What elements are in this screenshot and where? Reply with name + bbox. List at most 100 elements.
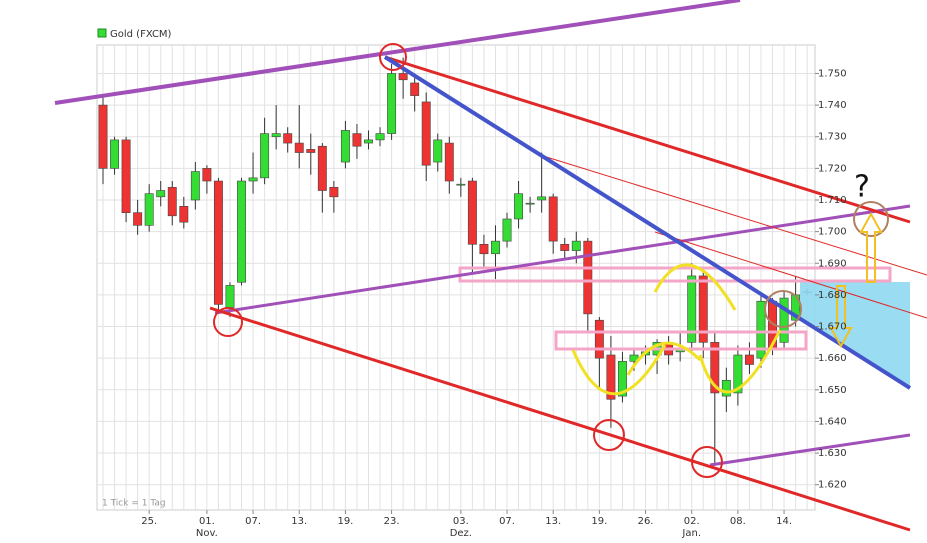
candle-body: [491, 240, 500, 255]
candle-body: [410, 82, 420, 96]
candle-body: [514, 193, 524, 220]
x-tick-label: 13.: [545, 516, 561, 527]
x-tick-label: 08.: [730, 516, 746, 527]
candle-body: [444, 142, 454, 182]
candle-body: [144, 193, 154, 226]
candle-body: [190, 171, 200, 201]
candle-body: [560, 243, 570, 251]
trend-line: [539, 154, 927, 276]
x-tick-label: 02.: [684, 516, 700, 527]
marker-circle: [853, 201, 889, 237]
y-tick-label: 1.630: [818, 448, 847, 459]
pattern-arc: [653, 263, 737, 311]
candle-body: [606, 354, 616, 400]
candle-body: [698, 275, 708, 343]
trend-line: [214, 204, 911, 315]
x-tick-label: 03.: [453, 516, 469, 527]
x-sublabel: Dez.: [450, 528, 472, 539]
candle-body: [398, 73, 408, 81]
candle-body: [352, 133, 362, 147]
drawings: ?: [54, 0, 927, 532]
arrow-down: [829, 285, 853, 349]
candle-body: [110, 139, 119, 169]
x-tick-label: 23.: [384, 516, 400, 527]
marker-circle: [213, 307, 243, 337]
candle-body: [329, 187, 339, 198]
x-tick-label: 19.: [591, 516, 607, 527]
pattern-arc: [698, 329, 782, 394]
footnote: 1 Tick = 1 Tag: [102, 499, 166, 509]
candle-body: [733, 354, 743, 394]
y-tick-label: 1.670: [818, 322, 847, 333]
trend-line: [54, 0, 741, 105]
candle-body: [537, 196, 547, 201]
candle-body: [213, 180, 223, 305]
candle-body: [744, 354, 754, 365]
x-tick-label: 25.: [141, 516, 157, 527]
candle-body: [364, 139, 373, 144]
candle-body: [502, 218, 512, 242]
y-tick-label: 1.660: [818, 353, 847, 364]
support-box: [554, 330, 808, 351]
trend-line: [654, 231, 927, 319]
candle-body: [571, 240, 581, 251]
y-tick-label: 1.750: [818, 68, 847, 79]
candle-body: [317, 145, 327, 191]
x-tick-label: 07.: [245, 516, 261, 527]
candle-body: [271, 133, 281, 138]
candle-body: [594, 319, 604, 359]
candle-body: [548, 196, 558, 242]
y-tick-label: 1.730: [818, 132, 847, 143]
candle-body: [121, 139, 131, 213]
candle-body: [340, 130, 350, 163]
annotation: ?: [854, 170, 870, 205]
candle-body: [479, 243, 489, 255]
candle-body: [433, 139, 443, 163]
candle-body: [237, 180, 246, 283]
candle-body: [283, 133, 293, 144]
x-tick-label: 19.: [337, 516, 353, 527]
candle-body: [133, 212, 143, 226]
y-tick-label: 1.720: [818, 163, 847, 174]
candle-body: [98, 104, 108, 169]
candle-body: [375, 133, 385, 141]
candle-body: [456, 183, 466, 186]
trend-line: [383, 55, 912, 390]
x-sublabel: Jan.: [681, 528, 701, 539]
x-tick-label: 01.: [199, 516, 215, 527]
candle-body: [779, 297, 789, 343]
candle-body: [756, 300, 766, 359]
marker-circle: [691, 446, 723, 478]
candle-body: [248, 177, 258, 182]
marker-circle: [764, 290, 802, 328]
x-sublabel: Nov.: [196, 528, 218, 539]
y-tick-label: 1.690: [818, 258, 847, 269]
y-tick-label: 1.710: [818, 195, 847, 206]
candle-body: [306, 149, 316, 153]
x-tick-label: 14.: [776, 516, 792, 527]
candle-body: [225, 285, 235, 308]
target-zone: [800, 282, 910, 388]
candle-body: [260, 133, 270, 179]
y-tick-label: 1.650: [818, 385, 847, 396]
y-tick-label: 1.640: [818, 416, 847, 427]
candle-body: [202, 168, 212, 182]
candle-body: [583, 240, 593, 315]
candle-body: [710, 342, 720, 394]
x-tick-label: 07.: [499, 516, 515, 527]
marker-circle: [379, 43, 407, 71]
arrow-up: [859, 211, 883, 283]
y-tick-label: 1.700: [818, 227, 847, 238]
axes: 1.620 1.630 1.640 1.650 1.660 1.670 1.680 1.690…: [141, 68, 846, 539]
candle-body: [167, 187, 177, 217]
trend-line: [209, 306, 911, 532]
candle-body: [179, 206, 189, 223]
pattern-arc: [571, 344, 667, 396]
candle-body: [387, 73, 397, 134]
trend-line: [709, 433, 911, 467]
y-tick-label: 1.620: [818, 480, 847, 491]
trend-line: [384, 55, 911, 224]
candle-body: [467, 180, 477, 245]
candle-body: [156, 190, 166, 198]
